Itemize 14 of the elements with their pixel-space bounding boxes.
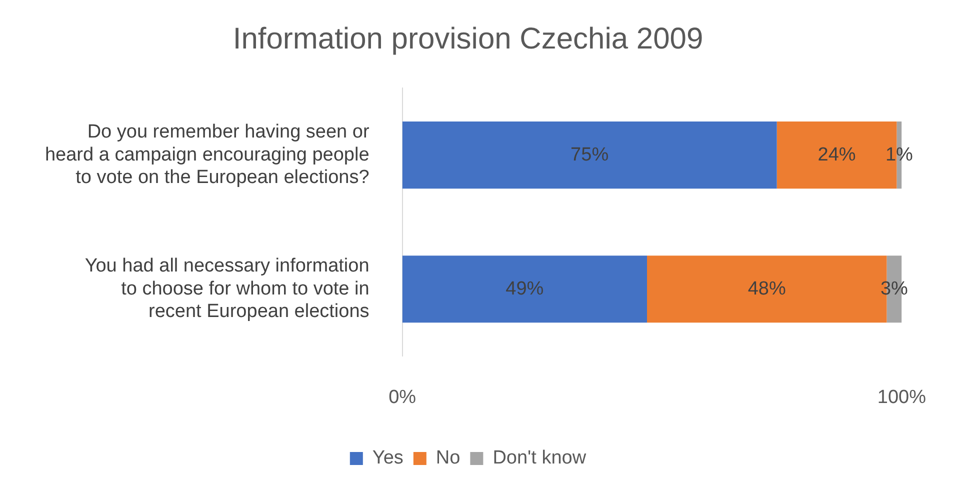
x-tick-label: 100%	[877, 386, 926, 408]
legend-label: No	[436, 448, 460, 469]
bar	[402, 256, 648, 323]
bar	[402, 122, 777, 189]
y-tick-label: Do you remember having seen or heard a campaign encouraging people to vote on the European elections?	[44, 121, 370, 188]
chart-title: Information provision Czechia 2009	[232, 22, 704, 56]
legend-label: Yes	[372, 448, 404, 469]
data-label: 49%	[506, 278, 544, 300]
data-label: 75%	[570, 144, 609, 166]
y-tick-label: You had all necessary information to choose for whom to vote in recent European elections	[84, 256, 370, 322]
data-label: 48%	[748, 278, 786, 300]
data-label: 24%	[818, 144, 856, 166]
legend-label: Don't know	[492, 448, 586, 469]
x-tick-label: 0%	[388, 386, 416, 408]
